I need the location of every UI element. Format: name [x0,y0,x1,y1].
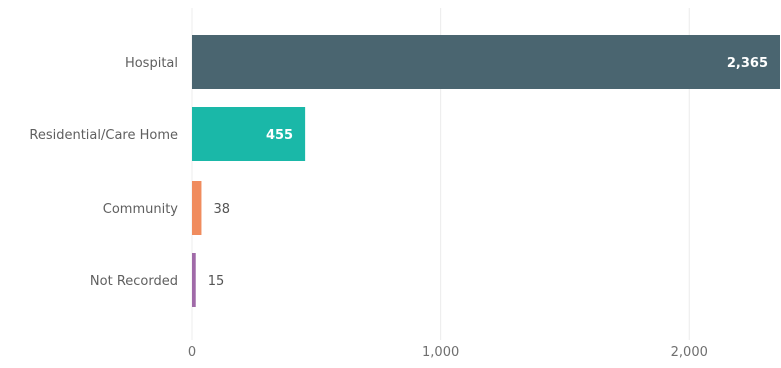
value-axis: 0 1,000 2,000 [188,345,708,360]
data-labels: 2,365 455 38 15 [208,56,768,289]
bar-not-recorded [192,253,196,307]
bar-hospital [192,35,780,89]
category-label-3: Not Recorded [90,274,178,289]
x-tick-label-1: 1,000 [422,345,459,360]
data-label-0: 2,365 [727,56,768,71]
category-label-0: Hospital [125,56,178,71]
bar-residential-care-home [192,107,306,161]
bars [192,35,780,307]
data-label-2: 38 [213,202,230,217]
data-label-1: 455 [266,128,293,143]
category-label-1: Residential/Care Home [29,128,178,143]
category-axis: Hospital Residential/Care Home Community No… [29,56,178,289]
bar-community [192,181,202,235]
category-label-2: Community [103,202,179,217]
data-label-3: 15 [208,274,225,289]
x-tick-label-0: 0 [188,345,196,360]
x-tick-label-2: 2,000 [671,345,708,360]
